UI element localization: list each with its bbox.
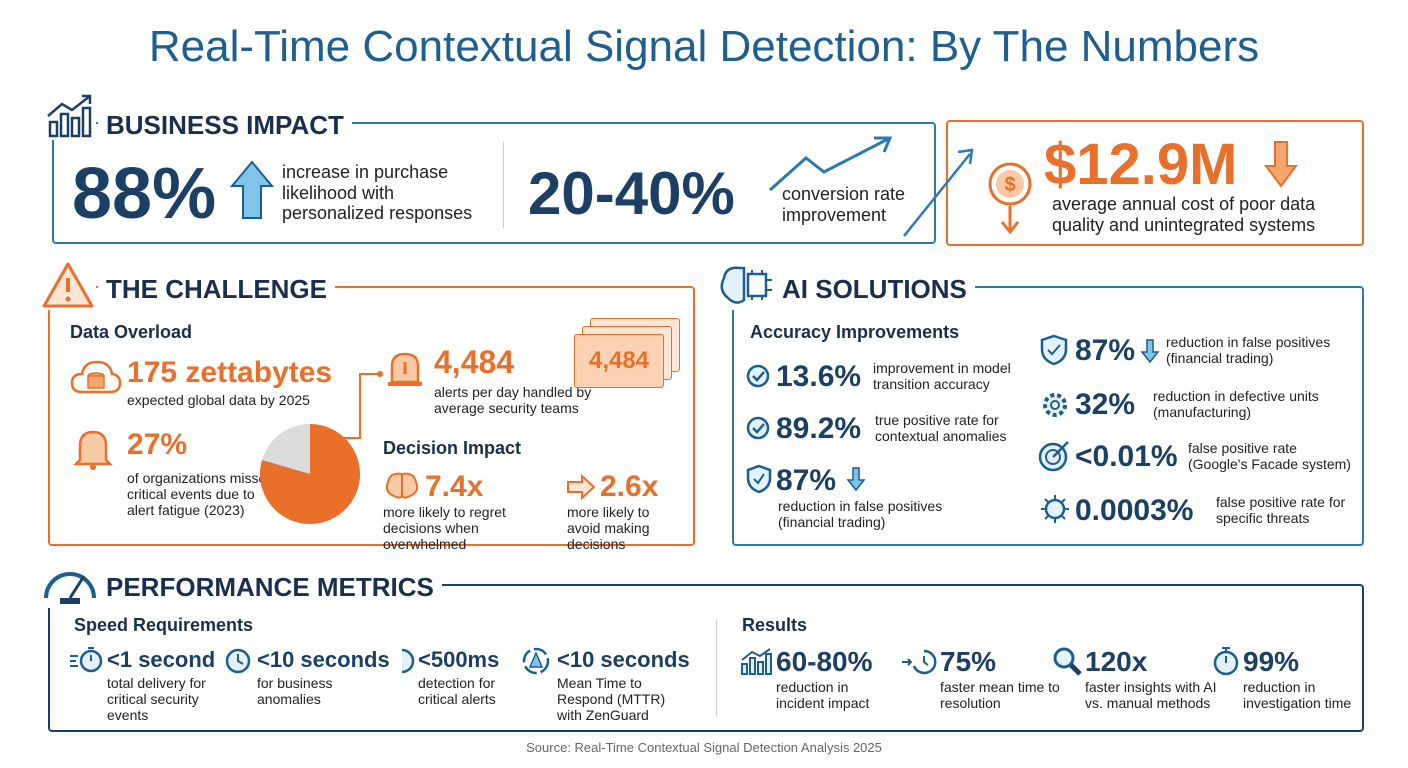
stat-value: 4,484 xyxy=(434,344,515,380)
stat-value: $12.9M xyxy=(1044,132,1238,197)
stat-value: 0.0003% xyxy=(1075,494,1194,527)
subheading: Data Overload xyxy=(70,322,193,342)
stat-value: 27% xyxy=(127,428,188,461)
stat-label: more likely to regret decisions when ove… xyxy=(383,504,506,553)
section-heading: THE CHALLENGE xyxy=(98,274,335,305)
connector-arrow xyxy=(903,148,974,237)
stat-value: 32% xyxy=(1075,388,1136,421)
down-arrow-icon xyxy=(846,467,866,492)
bar-chart-icon xyxy=(741,648,772,675)
subheading: Speed Requirements xyxy=(74,615,254,635)
section-heading: PERFORMANCE METRICS xyxy=(98,572,442,603)
stat-value: 120x xyxy=(1085,646,1148,677)
stat-value: 7.4x xyxy=(425,470,484,503)
stat-label: reduction in defective units (manufactur… xyxy=(1153,388,1319,421)
source: Source: Real-Time Contextual Signal Dete… xyxy=(526,740,882,755)
brain-icon xyxy=(385,472,419,499)
stat-label: increase in purchase likelihood with per… xyxy=(282,162,473,224)
stat-label: faster insights with AI vs. manual metho… xyxy=(1085,679,1217,712)
stat-label: reduction in incident impact xyxy=(776,679,870,712)
stat-value: 89.2% xyxy=(776,412,862,445)
stat-value: 87% xyxy=(776,464,837,497)
stat-label: reduction in investigation time xyxy=(1243,679,1352,712)
stat-value: 60-80% xyxy=(776,646,873,677)
stat-label: reduction in false positives (financial … xyxy=(1166,334,1331,367)
target-icon xyxy=(1038,441,1069,472)
connector-line xyxy=(342,371,383,439)
stat-value: 13.6% xyxy=(776,360,862,393)
stat-value: 87% xyxy=(1075,334,1136,367)
stat-label: improvement in model transition accuracy xyxy=(873,360,1011,393)
stat-label: expected global data by 2025 xyxy=(127,392,310,408)
response-icon xyxy=(522,647,550,675)
shield-icon xyxy=(746,464,772,494)
stopwatch-icon xyxy=(70,647,103,673)
check-icon xyxy=(746,416,770,440)
stopwatch-icon xyxy=(1213,647,1239,676)
trend-arrow-icon xyxy=(769,136,893,192)
stat-label: for business anomalies xyxy=(257,675,333,708)
stat-value: 175 zettabytes xyxy=(127,356,333,389)
arrow-icon xyxy=(567,473,596,501)
stat-value: <10 seconds xyxy=(557,647,690,672)
card-value: 4,484 xyxy=(574,334,664,388)
check-icon xyxy=(746,364,770,388)
gear-icon xyxy=(1043,393,1067,417)
chart-icon xyxy=(44,94,96,140)
warning-icon xyxy=(40,260,96,310)
bell-icon xyxy=(72,430,114,470)
stat-label: faster mean time to resolution xyxy=(940,679,1060,712)
virus-shield-icon xyxy=(1041,495,1069,523)
stat-label: false positive rate (Google's Facade sys… xyxy=(1188,440,1351,473)
stat-label: of organizations missed critical events … xyxy=(127,470,275,519)
stat-value: 99% xyxy=(1243,646,1300,677)
stat-label: total delivery for critical security eve… xyxy=(107,675,206,724)
subheading: Results xyxy=(742,615,808,635)
stat-label: Mean Time to Respond (MTTR) with ZenGuar… xyxy=(557,675,666,724)
stat-label: true positive rate for contextual anomal… xyxy=(875,412,1007,445)
pie-illustration xyxy=(260,424,360,524)
divider xyxy=(716,620,717,716)
stat-label: alerts per day handled by average securi… xyxy=(434,384,592,417)
gauge-icon xyxy=(40,558,100,608)
divider xyxy=(503,142,504,228)
ai-brain-icon xyxy=(716,262,776,310)
ai-panel xyxy=(732,286,1364,546)
subheading: Decision Impact xyxy=(383,438,522,458)
cost-icon: $ xyxy=(988,162,1032,235)
stat-label: more likely to avoid making decisions xyxy=(567,504,650,553)
stat-value: 88% xyxy=(72,154,217,234)
business-panel xyxy=(52,122,936,244)
clock-icon xyxy=(902,649,937,675)
stat-value: <10 seconds xyxy=(257,647,390,672)
subheading: Accuracy Improvements xyxy=(750,322,960,342)
stat-value: 2.6x xyxy=(600,470,659,503)
section-heading: AI SOLUTIONS xyxy=(774,274,975,305)
down-arrow-icon xyxy=(1140,339,1160,364)
stat-value: <500ms xyxy=(418,647,500,672)
stat-value: 20-40% xyxy=(528,160,735,227)
clock-icon xyxy=(225,648,251,674)
challenge-panel xyxy=(48,286,695,546)
stat-value: <1 second xyxy=(107,647,216,672)
svg-text:$: $ xyxy=(1004,174,1015,196)
section-heading: BUSINESS IMPACT xyxy=(98,110,352,141)
stat-label: average annual cost of poor data quality… xyxy=(1052,194,1316,235)
stat-label: false positive rate for specific threats xyxy=(1216,494,1346,527)
cloud-data-icon xyxy=(70,360,122,394)
shield-icon xyxy=(1040,334,1068,366)
stat-label: conversion rate improvement xyxy=(782,184,906,225)
alarm-icon xyxy=(388,352,422,386)
down-arrow-icon xyxy=(1264,141,1298,188)
clock-icon xyxy=(401,648,415,674)
stat-value: <0.01% xyxy=(1075,440,1178,473)
stat-label: detection for critical alerts xyxy=(418,675,496,708)
stat-value: 75% xyxy=(940,646,997,677)
performance-panel xyxy=(48,584,1364,732)
title: Real-Time Contextual Signal Detection: B… xyxy=(148,22,1260,71)
up-arrow-icon xyxy=(229,160,275,219)
search-icon xyxy=(1053,647,1082,676)
stat-label: reduction in false positives (financial … xyxy=(778,498,943,531)
